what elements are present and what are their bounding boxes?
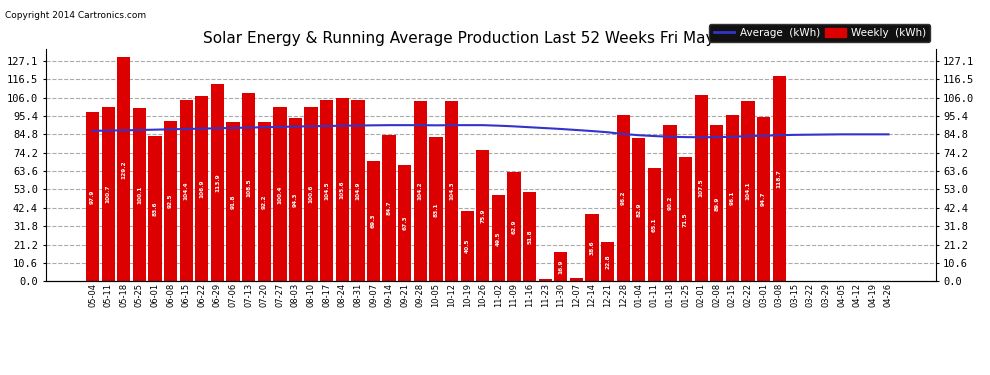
Bar [445, 100, 458, 281]
Text: 100.1: 100.1 [137, 185, 142, 204]
Bar [460, 211, 474, 281]
Bar [289, 118, 302, 281]
Bar [164, 121, 177, 281]
Bar [695, 95, 708, 281]
Text: 104.1: 104.1 [745, 182, 750, 200]
Text: 40.5: 40.5 [464, 239, 469, 254]
Bar [663, 125, 676, 281]
Bar [710, 126, 724, 281]
Text: 106.9: 106.9 [199, 179, 204, 198]
Text: 100.6: 100.6 [309, 185, 314, 203]
Text: 90.2: 90.2 [667, 196, 672, 210]
Text: 92.5: 92.5 [168, 194, 173, 208]
Text: 69.3: 69.3 [371, 214, 376, 228]
Bar [305, 107, 318, 281]
Text: 104.5: 104.5 [324, 182, 330, 200]
Text: 96.1: 96.1 [730, 191, 735, 205]
Bar [679, 158, 692, 281]
Bar [367, 161, 380, 281]
Bar [242, 93, 255, 281]
Bar [133, 108, 147, 281]
Text: 22.8: 22.8 [605, 254, 610, 269]
Bar [742, 101, 754, 281]
Bar [585, 214, 599, 281]
Bar [772, 76, 786, 281]
Text: 113.9: 113.9 [215, 173, 220, 192]
Text: 91.8: 91.8 [231, 195, 236, 209]
Text: 104.4: 104.4 [184, 182, 189, 200]
Bar [617, 115, 630, 281]
Text: 16.9: 16.9 [558, 260, 563, 274]
Text: 65.1: 65.1 [651, 217, 657, 232]
Text: 49.5: 49.5 [496, 231, 501, 246]
Text: 38.6: 38.6 [589, 240, 594, 255]
Bar [647, 168, 661, 281]
Bar [179, 100, 193, 281]
Text: 107.5: 107.5 [699, 179, 704, 198]
Text: 51.8: 51.8 [527, 229, 532, 244]
Bar [227, 122, 240, 281]
Bar [398, 165, 412, 281]
Text: 100.7: 100.7 [106, 185, 111, 203]
Text: 67.3: 67.3 [402, 216, 407, 230]
Bar [320, 100, 334, 281]
Text: 94.7: 94.7 [761, 192, 766, 207]
Text: 129.2: 129.2 [122, 160, 127, 178]
Bar [569, 278, 583, 281]
Text: 97.9: 97.9 [90, 189, 95, 204]
Text: 62.9: 62.9 [512, 219, 517, 234]
Text: 96.2: 96.2 [621, 190, 626, 205]
Text: 92.2: 92.2 [261, 194, 266, 208]
Bar [148, 136, 161, 281]
Bar [195, 96, 209, 281]
Text: Copyright 2014 Cartronics.com: Copyright 2014 Cartronics.com [5, 11, 147, 20]
Bar [539, 279, 551, 281]
Bar [492, 195, 505, 281]
Bar [476, 150, 489, 281]
Bar [430, 137, 443, 281]
Bar [257, 122, 271, 281]
Bar [102, 107, 115, 281]
Bar [554, 252, 567, 281]
Bar [211, 84, 224, 281]
Bar [273, 107, 286, 281]
Text: 105.6: 105.6 [340, 180, 345, 199]
Text: 94.3: 94.3 [293, 192, 298, 207]
Text: 108.5: 108.5 [247, 178, 251, 197]
Text: 118.7: 118.7 [777, 169, 782, 188]
Bar [382, 135, 396, 281]
Bar [726, 115, 740, 281]
Bar [633, 138, 645, 281]
Text: 84.7: 84.7 [387, 201, 392, 215]
Bar [117, 57, 131, 281]
Text: 104.3: 104.3 [449, 182, 454, 200]
Text: 82.9: 82.9 [637, 202, 642, 217]
Text: 71.5: 71.5 [683, 212, 688, 226]
Text: 75.9: 75.9 [480, 208, 485, 223]
Text: 83.1: 83.1 [434, 202, 439, 217]
Bar [601, 242, 614, 281]
Bar [86, 112, 99, 281]
Text: 83.6: 83.6 [152, 201, 157, 216]
Text: 104.9: 104.9 [355, 181, 360, 200]
Bar [507, 172, 521, 281]
Bar [523, 192, 537, 281]
Bar [414, 101, 427, 281]
Bar [336, 98, 348, 281]
Text: 100.4: 100.4 [277, 185, 282, 204]
Legend: Average  (kWh), Weekly  (kWh): Average (kWh), Weekly (kWh) [710, 24, 931, 42]
Bar [757, 117, 770, 281]
Text: 89.9: 89.9 [715, 196, 720, 210]
Title: Solar Energy & Running Average Production Last 52 Weeks Fri May 2 06:08: Solar Energy & Running Average Productio… [203, 31, 778, 46]
Text: 104.2: 104.2 [418, 182, 423, 200]
Bar [351, 99, 364, 281]
